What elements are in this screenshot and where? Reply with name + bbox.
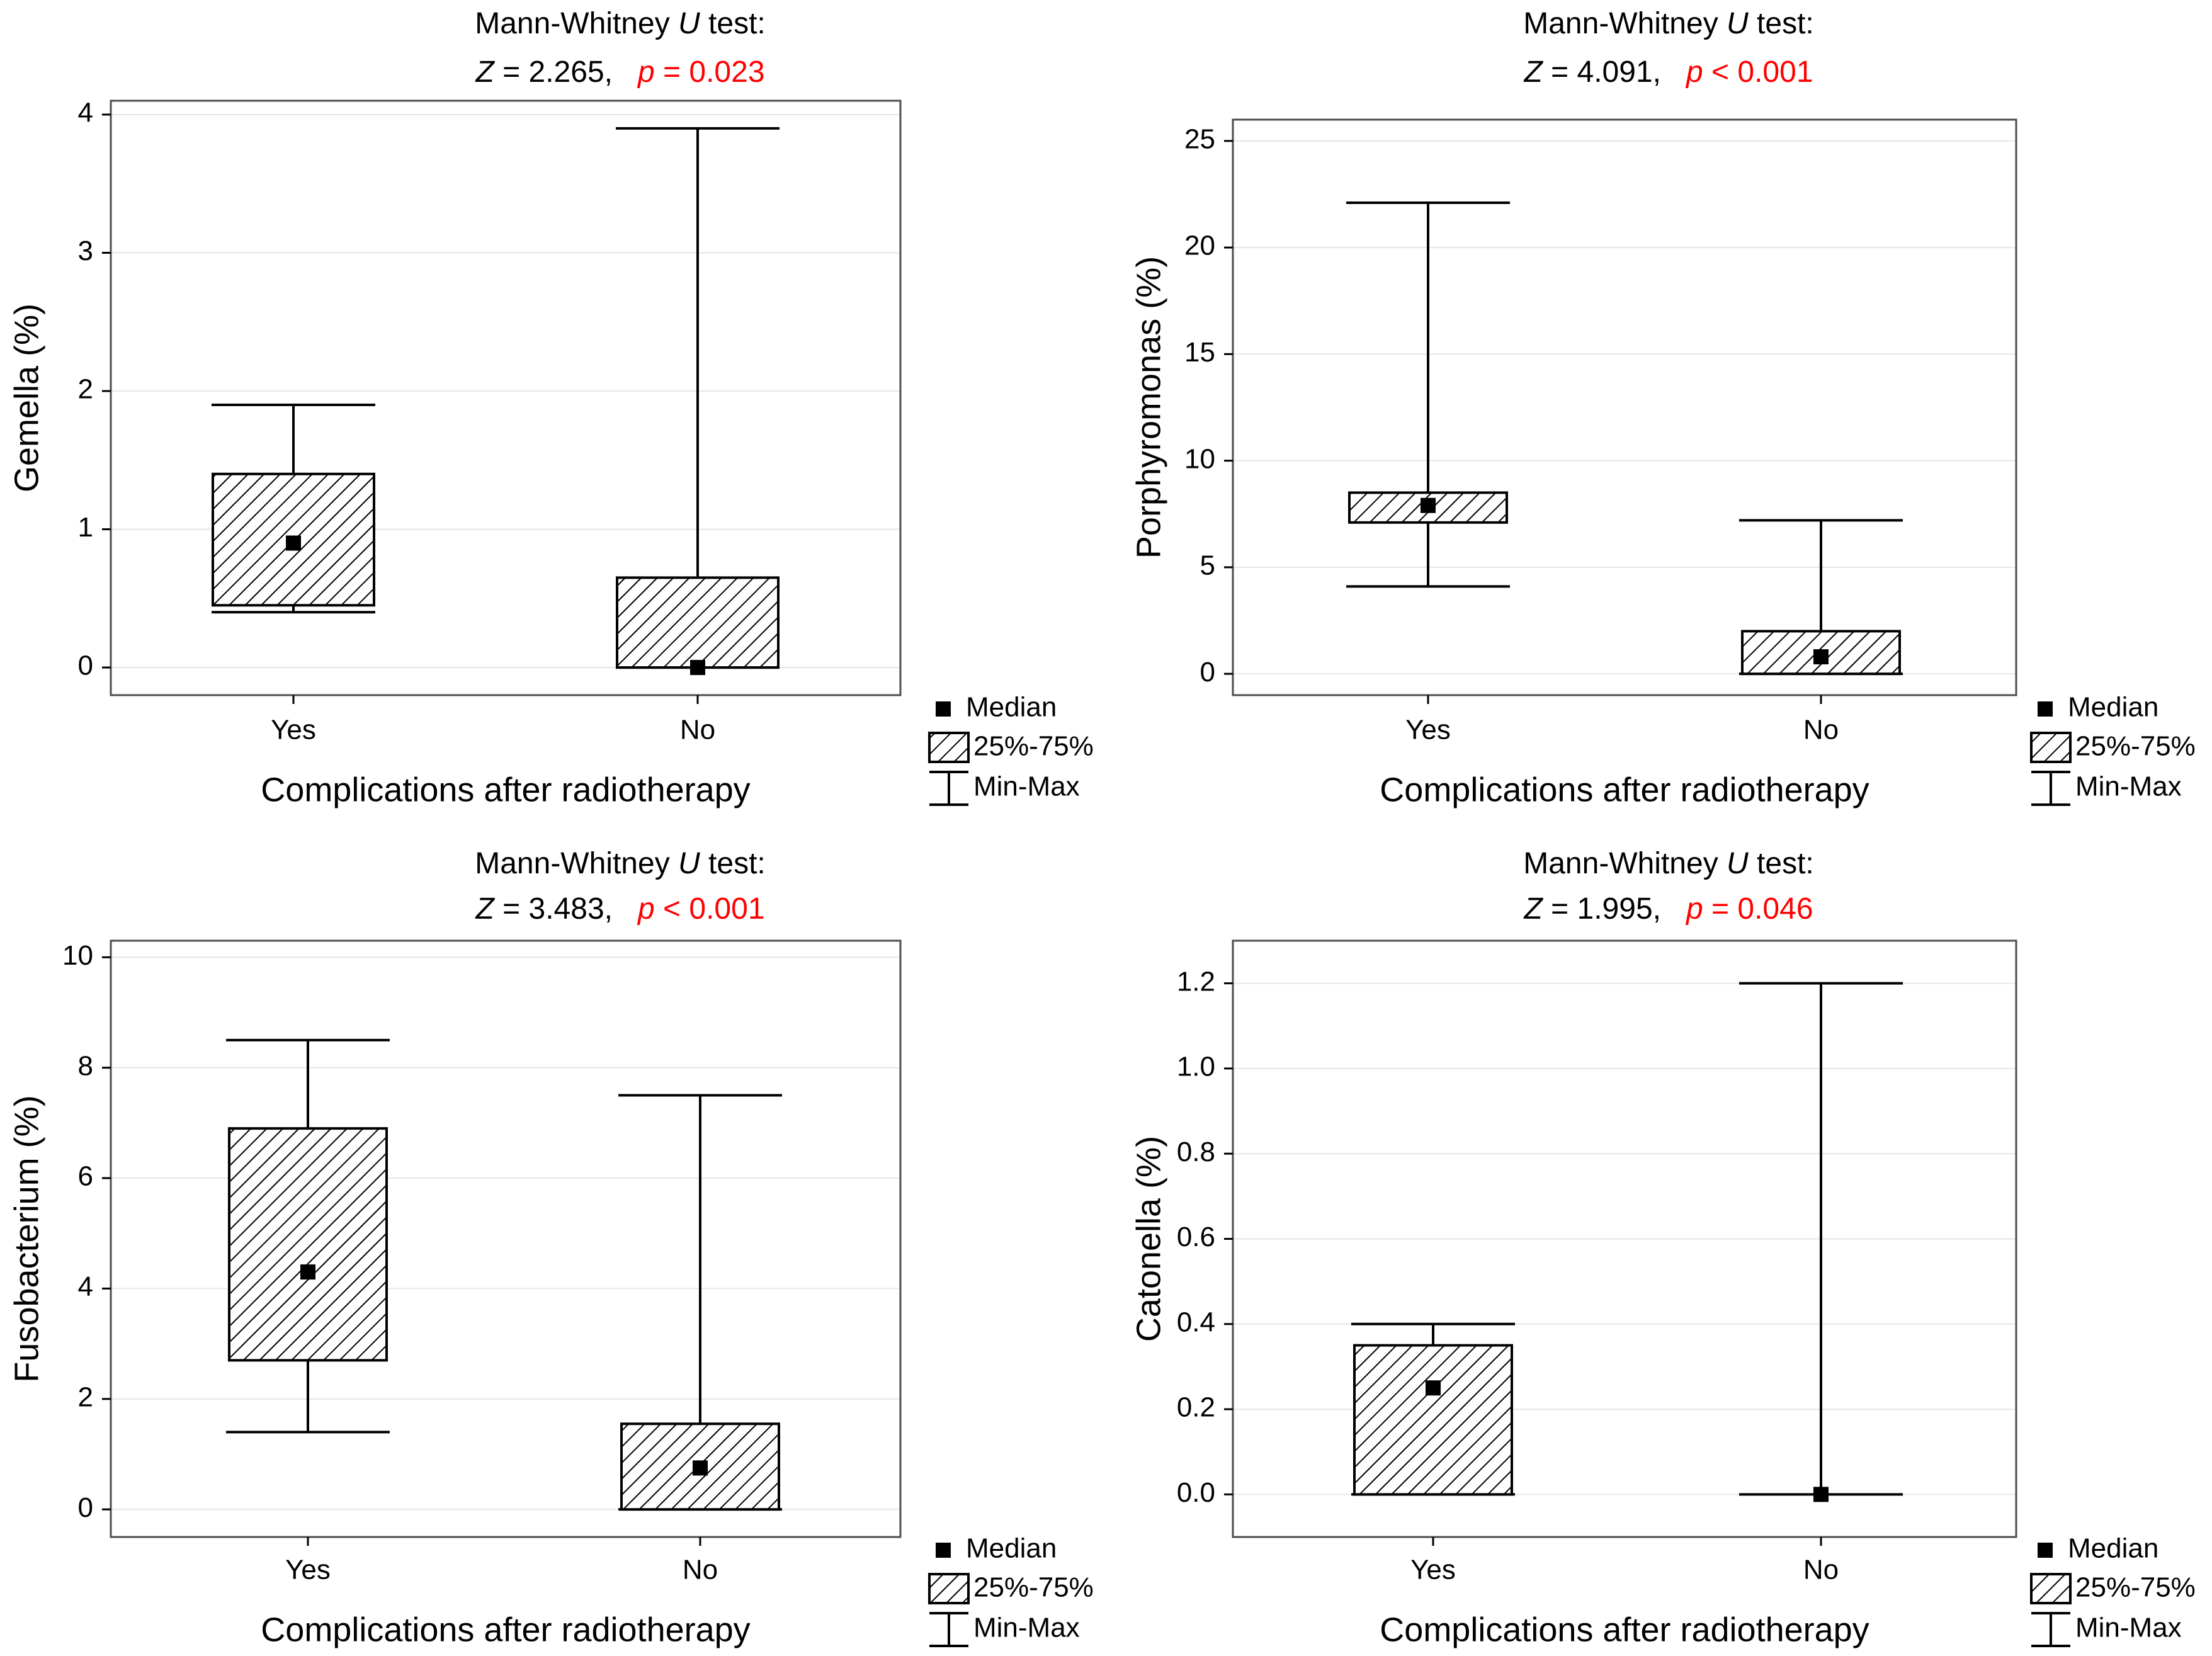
legend-iqr-swatch [2030, 732, 2072, 763]
x-category-label: Yes [1405, 715, 1451, 746]
y-axis-label: Porphyromonas (%) [1130, 256, 1167, 559]
test-title: Mann-Whitney U test: [475, 847, 766, 880]
y-tick-label: 10 [62, 940, 93, 971]
median-marker [1426, 1380, 1441, 1396]
median-marker [1813, 1487, 1829, 1502]
y-tick-label: 0 [1200, 657, 1215, 688]
legend: Median 25%-75% Min-Max [928, 692, 1094, 806]
x-axis-label: Complications after radiotherapy [1380, 1611, 1869, 1648]
y-tick-label: 6 [78, 1161, 93, 1192]
test-statistics: Z = 2.265, p = 0.023 [475, 55, 764, 89]
legend-median-label: Median [966, 692, 1057, 723]
x-category-label: No [1803, 1555, 1839, 1585]
y-tick-label: 2 [78, 374, 93, 405]
chart-panel-4: 0.0 0.2 0.4 0.6 0.8 1.0 1.2 Yes No Mann-Whitney U… [1130, 847, 2196, 1649]
y-tick-label: 4 [78, 1271, 93, 1302]
test-statistics: Z = 3.483, p < 0.001 [475, 892, 764, 926]
x-category-label: No [1803, 715, 1839, 746]
legend-range-label: Min-Max [973, 1613, 1080, 1643]
median-marker [1813, 649, 1829, 665]
x-category-label: Yes [285, 1555, 331, 1585]
plot-frame [110, 939, 902, 1538]
x-category-label: Yes [1410, 1555, 1456, 1585]
legend-median-label: Median [2068, 1533, 2158, 1564]
y-tick-label: 0.2 [1177, 1392, 1215, 1423]
legend-median-marker [936, 1543, 951, 1558]
y-tick-label: 10 [1184, 443, 1215, 474]
legend-iqr-label: 25%-75% [973, 731, 1094, 762]
legend-iqr-label: 25%-75% [2075, 731, 2196, 762]
legend-iqr-swatch [928, 732, 970, 763]
y-tick-label: 25 [1184, 123, 1215, 154]
y-tick-label: 20 [1184, 230, 1215, 261]
y-tick-label: 2 [78, 1381, 93, 1412]
y-tick-label: 8 [78, 1050, 93, 1081]
y-tick-label: 15 [1184, 337, 1215, 368]
median-marker [1421, 497, 1436, 513]
legend: Median 25%-75% Min-Max [2030, 1533, 2196, 1647]
y-tick-label: 1 [78, 512, 93, 543]
legend: Median 25%-75% Min-Max [928, 1533, 1094, 1647]
iqr-box-no [616, 576, 780, 669]
chart-panel-2: 0 5 10 15 20 25 Yes No Mann-Whitney U test: Z = 4… [1130, 7, 2196, 809]
legend-median-label: Median [966, 1533, 1057, 1564]
legend-median-marker [936, 701, 951, 717]
median-marker [300, 1264, 315, 1280]
legend-median-label: Median [2068, 692, 2158, 723]
legend-median-marker [2038, 701, 2053, 717]
test-title: Mann-Whitney U test: [475, 7, 766, 40]
legend-iqr-label: 25%-75% [2075, 1572, 2196, 1603]
chart-panel-3: 0 2 4 6 8 10 Yes No Mann-Whitney U test: Z = 3.48… [8, 847, 1094, 1649]
median-marker [286, 535, 301, 551]
legend-iqr-swatch [2030, 1573, 2072, 1604]
y-axis-label: Gemella (%) [8, 303, 45, 492]
median-marker [693, 1460, 708, 1476]
test-statistics: Z = 4.091, p < 0.001 [1523, 55, 1813, 89]
chart-panel-1: 0 1 2 3 4 Yes No Mann-Whitney U test: Z = 2.265,… [8, 7, 1094, 809]
y-tick-label: 3 [78, 235, 93, 266]
y-tick-label: 0 [78, 650, 93, 681]
x-category-label: No [683, 1555, 718, 1585]
y-tick-label: 0.4 [1177, 1307, 1215, 1337]
x-category-label: Yes [271, 715, 316, 746]
legend-range-label: Min-Max [2075, 1613, 2182, 1643]
legend: Median 25%-75% Min-Max [2030, 692, 2196, 806]
x-category-label: No [680, 715, 715, 746]
plot-frame [110, 99, 902, 696]
test-title: Mann-Whitney U test: [1523, 847, 1814, 880]
legend-iqr-swatch [928, 1573, 970, 1604]
y-tick-label: 0.0 [1177, 1477, 1215, 1508]
test-statistics: Z = 1.995, p = 0.046 [1523, 892, 1813, 926]
y-tick-label: 5 [1200, 550, 1215, 581]
test-title: Mann-Whitney U test: [1523, 7, 1814, 40]
plot-frame [1232, 118, 2017, 696]
x-axis-label: Complications after radiotherapy [261, 1611, 750, 1648]
y-tick-label: 0.6 [1177, 1222, 1215, 1252]
y-tick-label: 0.8 [1177, 1137, 1215, 1167]
iqr-box-yes [228, 1127, 388, 1362]
x-axis-label: Complications after radiotherapy [261, 771, 750, 808]
y-tick-label: 4 [78, 98, 93, 128]
median-marker [690, 660, 705, 676]
legend-range-label: Min-Max [2075, 771, 2182, 802]
y-tick-label: 0 [78, 1492, 93, 1523]
y-tick-label: 1.0 [1177, 1052, 1215, 1082]
iqr-box-yes [1353, 1344, 1513, 1496]
y-axis-label: Catonella (%) [1130, 1136, 1167, 1342]
y-axis-label: Fusobacterium (%) [8, 1095, 45, 1382]
legend-iqr-label: 25%-75% [973, 1572, 1094, 1603]
legend-median-marker [2038, 1543, 2053, 1558]
legend-range-label: Min-Max [973, 771, 1080, 802]
y-tick-label: 1.2 [1177, 966, 1215, 997]
x-axis-label: Complications after radiotherapy [1380, 771, 1869, 808]
